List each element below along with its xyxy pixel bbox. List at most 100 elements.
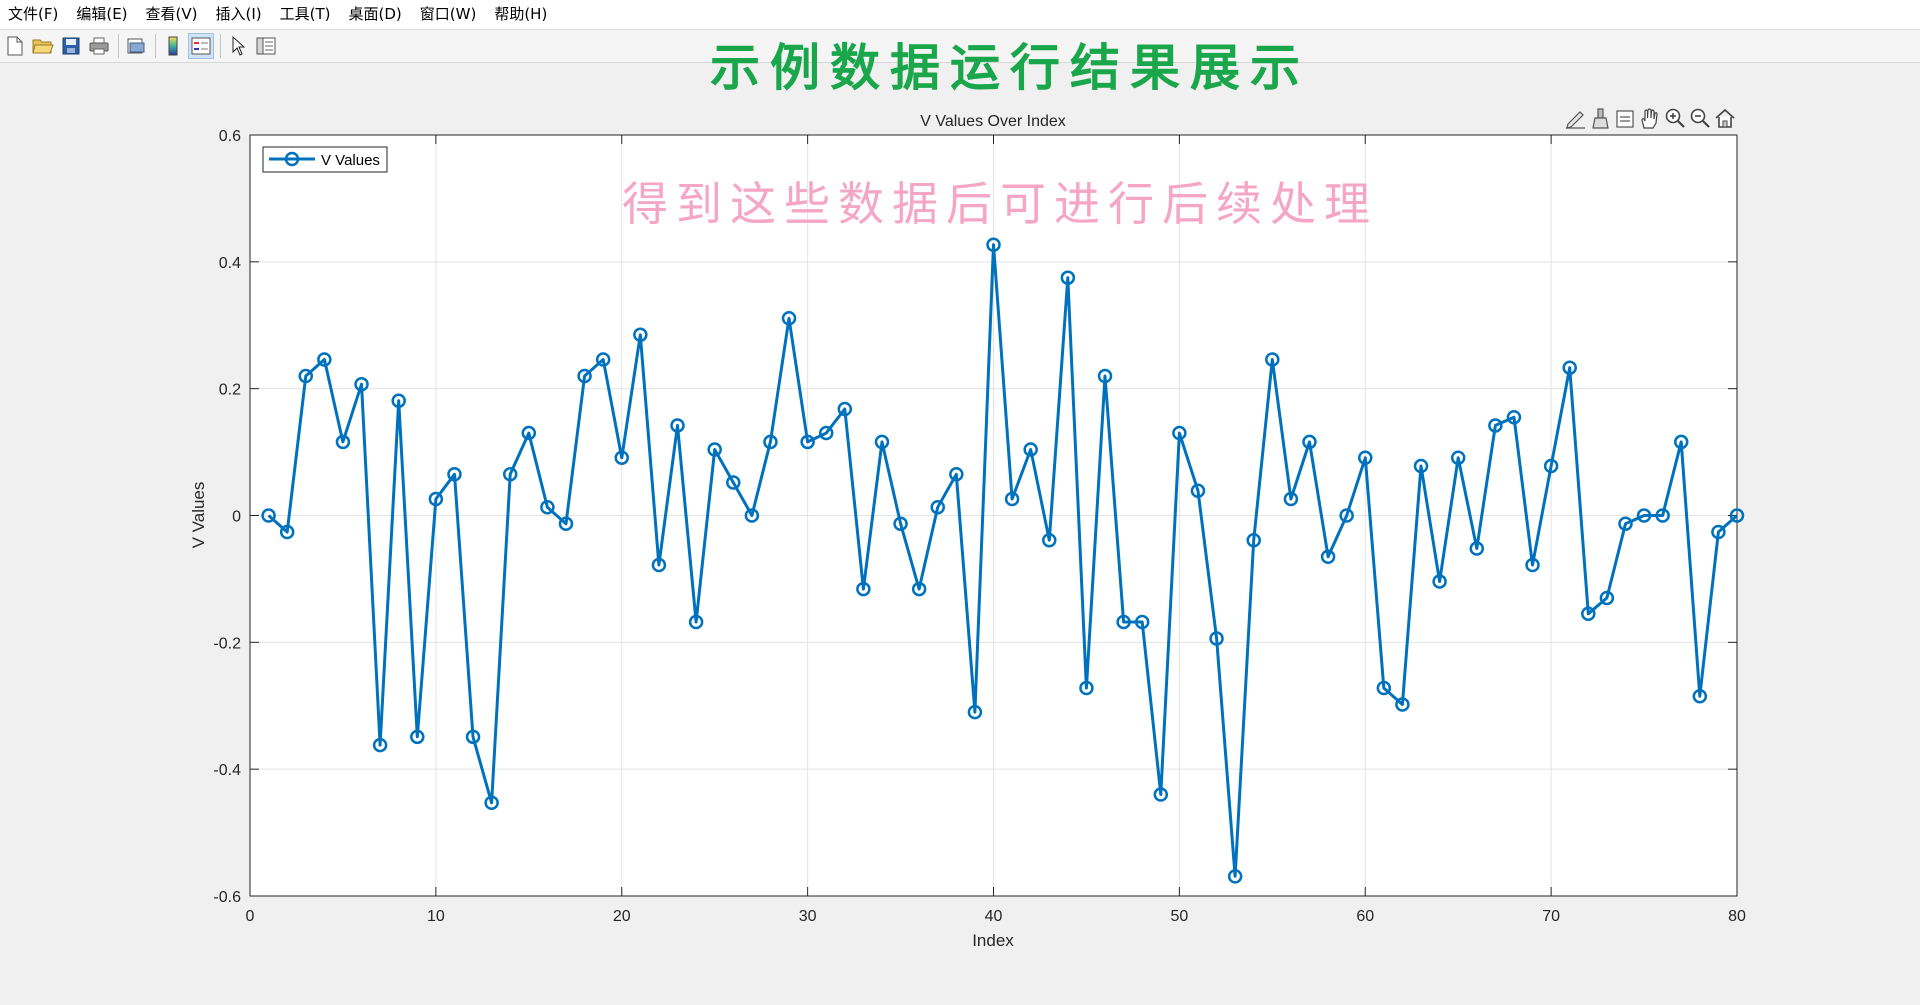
data-point-marker [335, 434, 351, 450]
data-point-marker [1153, 787, 1169, 802]
data-point-marker [1283, 491, 1299, 507]
data-point-marker [1673, 434, 1689, 450]
figure-canvas: 0 10 20 30 40 50 60 70 80 -0.6 -0.4 -0.2 0 0.2 0.4 0.6… [0, 62, 1920, 1001]
pointer-icon[interactable] [225, 33, 251, 59]
data-point-marker [744, 508, 760, 523]
data-point-marker [986, 237, 1001, 252]
data-point-marker [967, 704, 983, 720]
data-point-marker [1618, 516, 1633, 531]
data-point-marker [651, 557, 667, 573]
data-point-marker [1450, 450, 1466, 466]
pan-hand-icon[interactable] [1641, 108, 1658, 129]
series-line [267, 243, 1738, 878]
y-tick-label: -0.4 [213, 762, 241, 779]
data-point-marker [1172, 425, 1187, 441]
y-tick-label: -0.2 [213, 635, 241, 652]
x-tick-label: 40 [985, 908, 1003, 925]
property-inspector-icon[interactable] [253, 33, 279, 59]
zoom-out-icon[interactable] [1690, 108, 1710, 128]
data-point-marker [856, 581, 871, 597]
axis-ticks [249, 134, 1738, 897]
menu-file[interactable]: 文件(F) [8, 5, 59, 23]
y-tick-label: 0.2 [219, 382, 241, 399]
data-point-marker [1265, 352, 1280, 367]
data-point-marker [391, 393, 406, 408]
x-axis-label: Index [972, 931, 1014, 950]
menu-edit[interactable]: 编辑(E) [76, 5, 128, 23]
data-point-marker [818, 425, 834, 441]
data-point-marker [781, 311, 797, 326]
menu-tools[interactable]: 工具(T) [279, 5, 331, 23]
y-tick-label: 0.4 [219, 255, 241, 272]
save-icon[interactable] [58, 33, 84, 59]
data-point-marker [800, 434, 815, 450]
x-tick-label: 50 [1170, 908, 1188, 925]
data-point-marker [1581, 606, 1596, 622]
data-point-marker [949, 467, 964, 482]
new-figure-icon[interactable] [2, 33, 28, 59]
data-point-marker [1227, 869, 1243, 884]
data-point-marker [1339, 508, 1354, 523]
data-point-marker [633, 327, 648, 343]
menu-view[interactable]: 查看(V) [145, 5, 198, 23]
toolbar-separator [155, 34, 156, 58]
y-tick-labels: -0.6 -0.4 -0.2 0 0.2 0.4 0.6 [213, 128, 241, 906]
data-point-marker [1116, 614, 1131, 630]
data-point-marker [911, 581, 927, 597]
data-point-marker [1023, 442, 1038, 457]
data-point-marker [1469, 541, 1485, 556]
toolbar-separator [118, 34, 119, 58]
data-point-marker [1395, 697, 1410, 712]
open-file-icon[interactable] [30, 33, 56, 59]
legend-marker-swatch [284, 151, 300, 167]
menu-window[interactable]: 窗口(W) [419, 5, 477, 23]
data-point-marker [1302, 434, 1317, 450]
axes-toolbar [1566, 108, 1735, 129]
data-point-marker [1432, 574, 1447, 589]
data-point-marker [1655, 508, 1670, 523]
data-point-marker [372, 737, 388, 753]
data-point-marker [465, 729, 481, 745]
data-point-marker [1636, 508, 1652, 523]
print-preview-icon[interactable] [123, 33, 149, 59]
data-point-marker [1543, 458, 1559, 474]
data-point-marker [1004, 491, 1020, 507]
home-icon[interactable] [1715, 108, 1735, 128]
data-point-marker [1488, 418, 1503, 433]
x-tick-label: 60 [1356, 908, 1374, 925]
edit-plot-icon[interactable] [1566, 111, 1585, 129]
data-point-marker [1525, 557, 1540, 573]
zoom-in-icon[interactable] [1665, 108, 1685, 128]
x-tick-label: 20 [613, 908, 631, 925]
legend-icon[interactable] [188, 33, 214, 59]
colorbar-icon[interactable] [160, 33, 186, 59]
data-tips-icon[interactable] [1616, 110, 1634, 128]
data-point-marker [484, 795, 499, 811]
x-tick-label: 30 [799, 908, 817, 925]
menu-help[interactable]: 帮助(H) [494, 5, 548, 23]
data-point-marker [893, 516, 908, 531]
print-icon[interactable] [86, 33, 112, 59]
data-point-marker [707, 442, 722, 457]
menu-insert[interactable]: 插入(I) [215, 5, 262, 23]
data-point-marker [1060, 270, 1076, 285]
data-point-marker [1042, 532, 1057, 548]
banner-title: 示例数据运行结果展示 [710, 38, 1310, 97]
data-point-marker [317, 352, 332, 367]
menu-desktop[interactable]: 桌面(D) [348, 5, 402, 23]
menu-bar: 文件(F) 编辑(E) 查看(V) 插入(I) 工具(T) 桌面(D) 窗口(W… [0, 0, 1920, 30]
legend[interactable]: V Values [262, 146, 388, 173]
data-point-marker [614, 450, 629, 466]
legend-label: V Values [321, 152, 380, 169]
x-tick-label: 80 [1728, 908, 1746, 925]
data-point-marker [1562, 360, 1577, 375]
brush-icon[interactable] [1592, 108, 1609, 129]
data-point-marker [1097, 368, 1113, 384]
data-point-marker [1079, 680, 1094, 696]
y-axis-label: V Values [189, 482, 208, 549]
data-point-marker [1320, 549, 1336, 564]
data-point-marker [1190, 483, 1206, 499]
y-tick-label: 0.6 [219, 128, 241, 145]
data-point-marker [1599, 590, 1615, 606]
data-point-marker [763, 434, 778, 450]
